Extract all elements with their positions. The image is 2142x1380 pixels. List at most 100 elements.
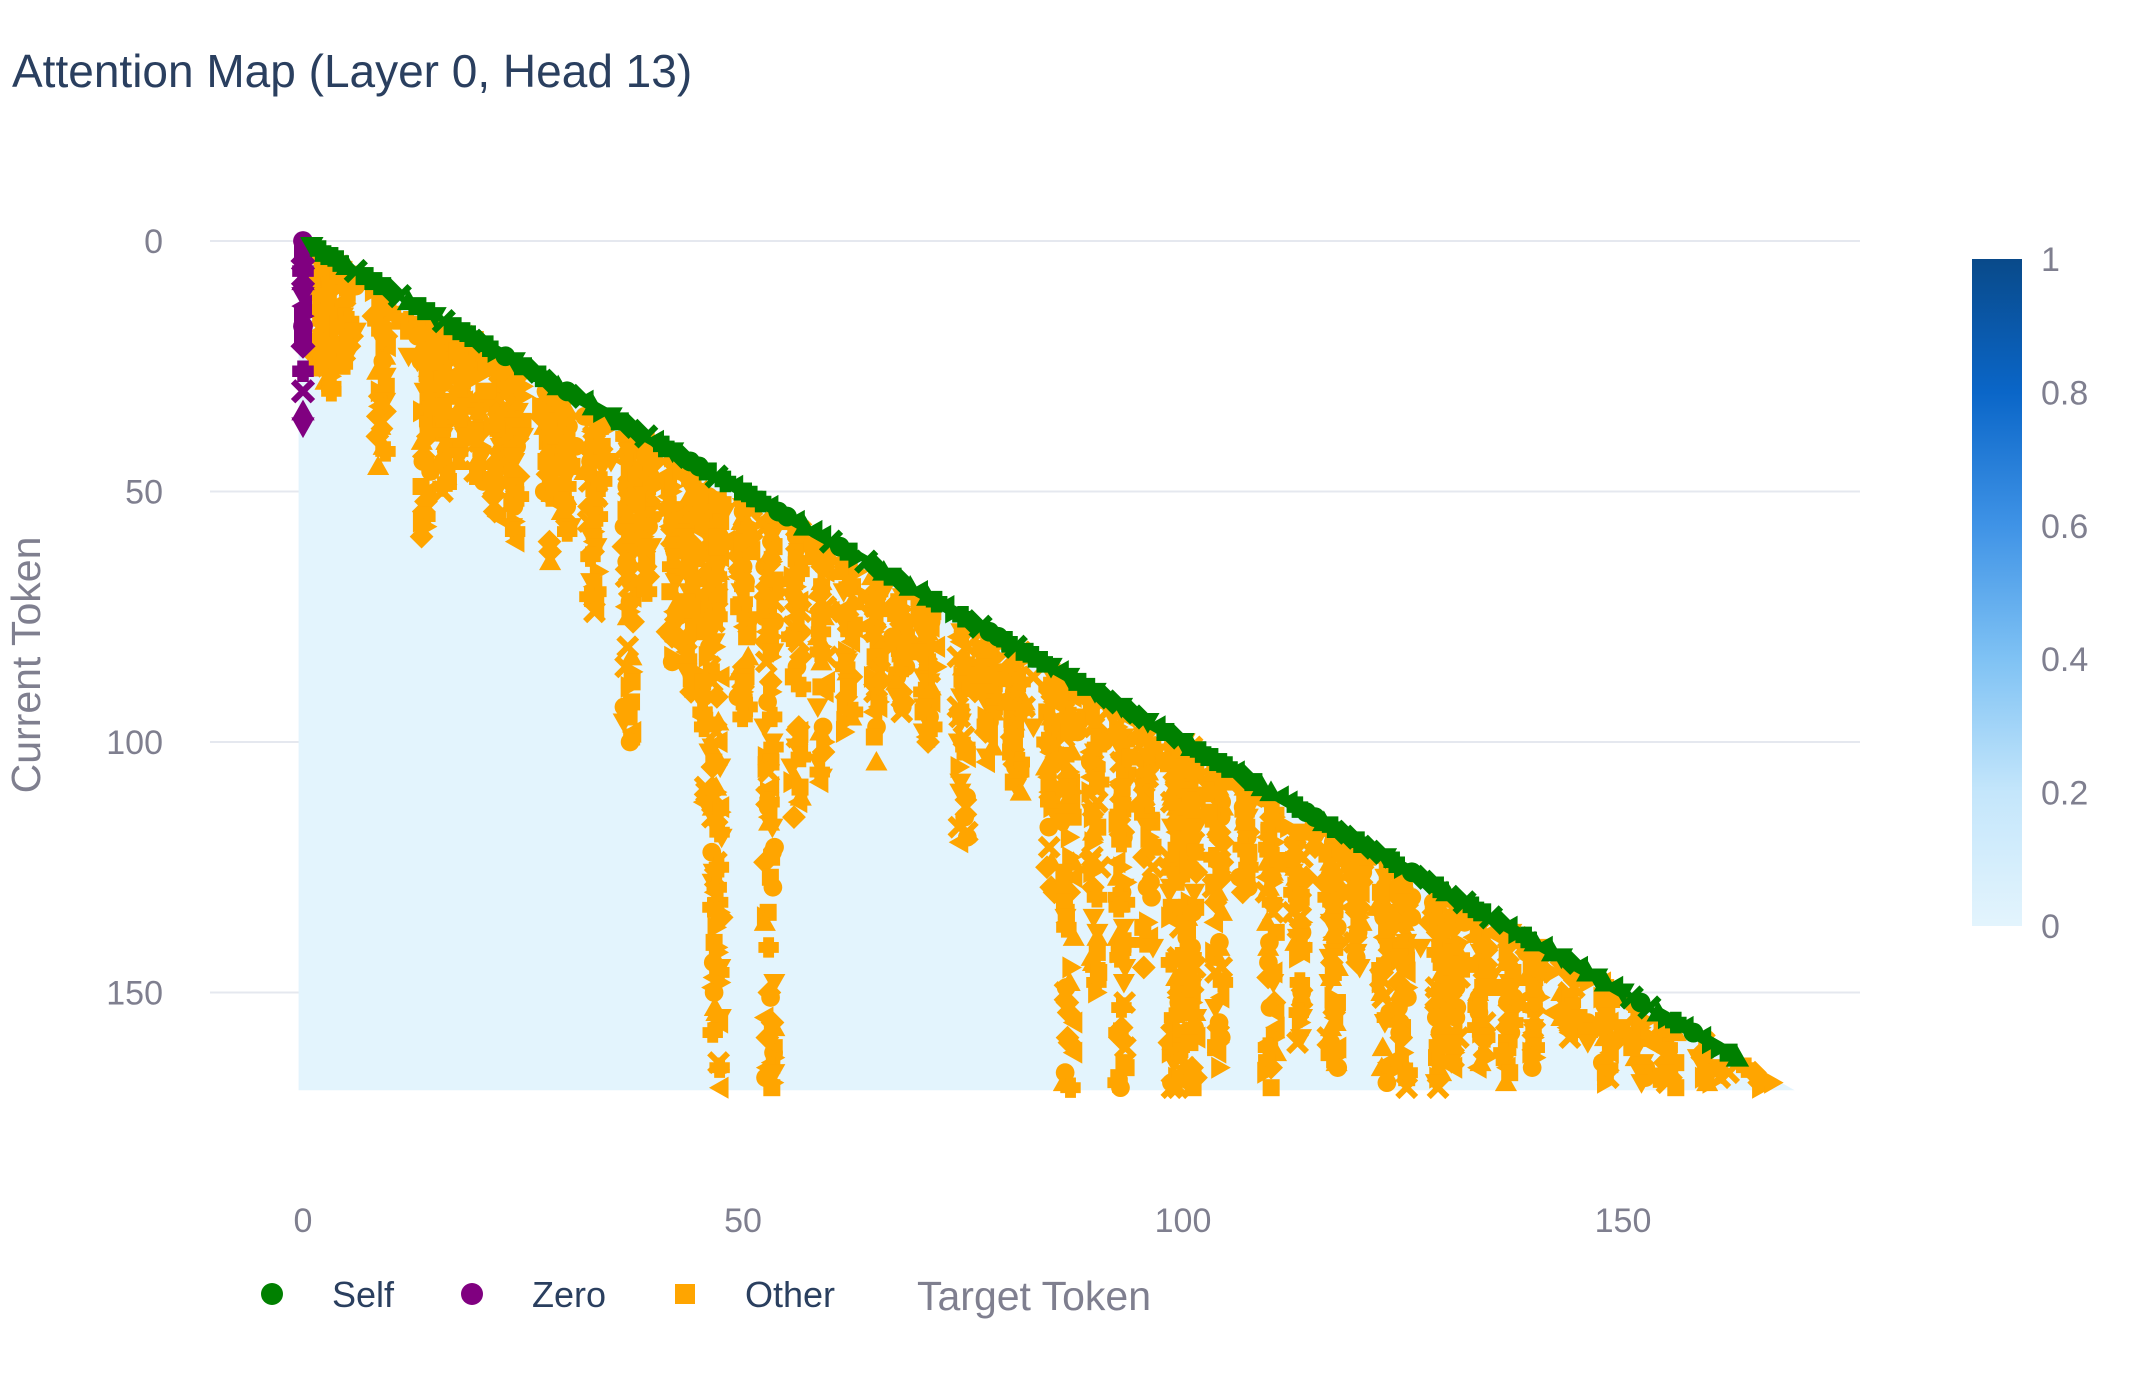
other-marker (1515, 966, 1538, 986)
other-marker (662, 652, 682, 672)
other-marker (707, 916, 728, 939)
other-marker (1136, 748, 1159, 769)
other-marker (1145, 743, 1168, 764)
other-marker (863, 600, 884, 623)
other-marker (708, 1011, 729, 1034)
other-marker (470, 365, 490, 388)
other-marker (1262, 973, 1285, 994)
legend-label: Self (332, 1274, 395, 1315)
other-marker (620, 675, 641, 698)
other-marker (928, 655, 948, 678)
other-marker (485, 410, 506, 433)
other-marker (1269, 852, 1290, 873)
self-marker (616, 413, 642, 439)
other-marker (1427, 921, 1447, 944)
other-marker (768, 571, 789, 592)
other-marker (1376, 938, 1399, 959)
other-marker (664, 573, 687, 593)
zero-marker (291, 417, 315, 439)
legend-marker (461, 1283, 483, 1305)
other-marker (1131, 955, 1156, 980)
other-marker (791, 778, 809, 796)
self-marker (1611, 983, 1635, 1005)
other-marker (790, 676, 812, 698)
other-marker (344, 322, 367, 343)
other-marker (1630, 1074, 1653, 1094)
self-marker (1584, 968, 1609, 990)
other-marker (753, 718, 776, 739)
other-marker (432, 476, 453, 497)
other-marker (1291, 1011, 1312, 1034)
y-axis-title: Current Token (3, 537, 49, 794)
other-marker (1389, 1025, 1414, 1050)
legend-marker (675, 1284, 695, 1304)
colorbar-tick-label: 0 (2041, 908, 2060, 946)
other-marker (1088, 981, 1108, 1004)
other-marker (1110, 738, 1133, 759)
other-marker (1057, 1030, 1082, 1055)
other-marker (661, 513, 684, 533)
other-marker (1294, 865, 1319, 890)
other-marker (1132, 845, 1156, 870)
other-marker (621, 609, 645, 634)
other-marker (1211, 1056, 1231, 1079)
other-marker (956, 745, 976, 769)
other-marker (449, 369, 474, 394)
other-marker (504, 530, 525, 553)
zero-marker (290, 333, 316, 359)
y-tick-label: 100 (106, 724, 163, 762)
other-marker (1280, 816, 1300, 839)
other-marker (333, 357, 351, 375)
zero-marker (290, 379, 316, 404)
other-marker (1394, 876, 1415, 899)
other-marker (1083, 743, 1107, 764)
other-marker (528, 404, 553, 429)
other-marker (514, 385, 535, 408)
other-marker (687, 480, 711, 503)
other-marker (806, 698, 829, 718)
x-axis-ticks: 0 50 100 150 (294, 1202, 1652, 1240)
colorbar-tick-label: 1 (2041, 241, 2060, 279)
other-marker (907, 618, 931, 638)
other-marker (1479, 968, 1503, 989)
other-marker (1558, 1026, 1582, 1050)
other-marker (374, 367, 397, 388)
other-marker (486, 505, 507, 528)
other-marker (337, 276, 357, 296)
other-marker (1181, 1034, 1199, 1052)
other-marker (862, 700, 883, 723)
other-marker (1068, 722, 1087, 742)
other-marker (1576, 1034, 1599, 1054)
other-marker (1690, 1045, 1715, 1070)
other-marker (1417, 910, 1442, 935)
other-marker (975, 750, 995, 774)
other-marker (1389, 998, 1408, 1017)
other-marker (1382, 900, 1406, 924)
other-marker (889, 604, 914, 629)
other-marker (504, 497, 524, 516)
other-marker (1206, 1041, 1227, 1064)
other-marker (414, 354, 439, 379)
other-marker (1204, 999, 1227, 1019)
other-marker (702, 1022, 723, 1043)
zero-marker (291, 399, 315, 421)
other-marker (617, 442, 640, 463)
other-marker (916, 730, 940, 754)
other-marker (1047, 685, 1072, 709)
legend-marker (261, 1283, 283, 1305)
other-marker (1062, 866, 1083, 889)
other-marker (1522, 1058, 1542, 1077)
other-marker (1435, 945, 1459, 969)
other-marker (1062, 1011, 1083, 1034)
other-marker (763, 1079, 781, 1097)
other-marker (707, 580, 728, 603)
other-marker (1056, 1000, 1081, 1025)
other-marker (1550, 1006, 1573, 1027)
other-marker (809, 720, 832, 741)
other-marker (620, 732, 640, 752)
other-marker (950, 756, 971, 779)
other-marker (397, 347, 420, 368)
other-marker (1057, 880, 1082, 905)
y-tick-label: 0 (144, 223, 163, 261)
colorbar-bar (1972, 259, 2022, 926)
